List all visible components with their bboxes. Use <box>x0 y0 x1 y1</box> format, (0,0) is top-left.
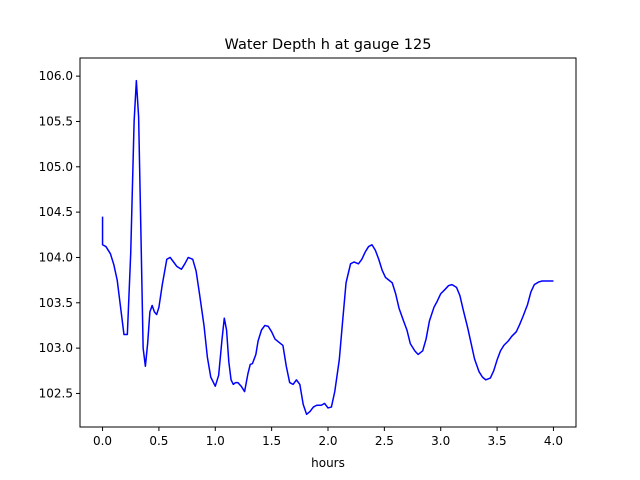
y-tick-label: 103.5 <box>39 296 73 310</box>
y-tick-label: 105.5 <box>39 114 73 128</box>
y-tick-label: 102.5 <box>39 386 73 400</box>
y-tick-label: 106.0 <box>39 69 73 83</box>
y-tick-label: 104.0 <box>39 250 73 264</box>
y-tick-label: 105.0 <box>39 160 73 174</box>
x-tick-label: 1.0 <box>206 434 225 448</box>
plot-frame <box>79 57 577 428</box>
y-axis: 102.5 103.0 103.5 104.0 104.5 105.0 105.5 106.0 <box>39 69 80 400</box>
x-tick-label: 3.5 <box>488 434 507 448</box>
series-line-0 <box>101 79 554 416</box>
x-tick-label: 2.0 <box>318 434 337 448</box>
x-axis: 0.0 0.5 1.0 1.5 2.0 2.5 3.0 3.5 4.0 <box>93 427 563 448</box>
x-tick-label: 3.0 <box>431 434 450 448</box>
chart-title: Water Depth h at gauge 125 <box>225 37 432 53</box>
x-tick-label: 4.0 <box>544 434 563 448</box>
series-group <box>101 79 554 416</box>
y-tick-label: 104.5 <box>39 205 73 219</box>
x-tick-label: 0.0 <box>93 434 112 448</box>
x-tick-label: 1.5 <box>262 434 281 448</box>
y-tick-label: 103.0 <box>39 341 73 355</box>
x-tick-label: 2.5 <box>375 434 394 448</box>
x-axis-label: hours <box>311 456 345 470</box>
x-tick-label: 0.5 <box>149 434 168 448</box>
